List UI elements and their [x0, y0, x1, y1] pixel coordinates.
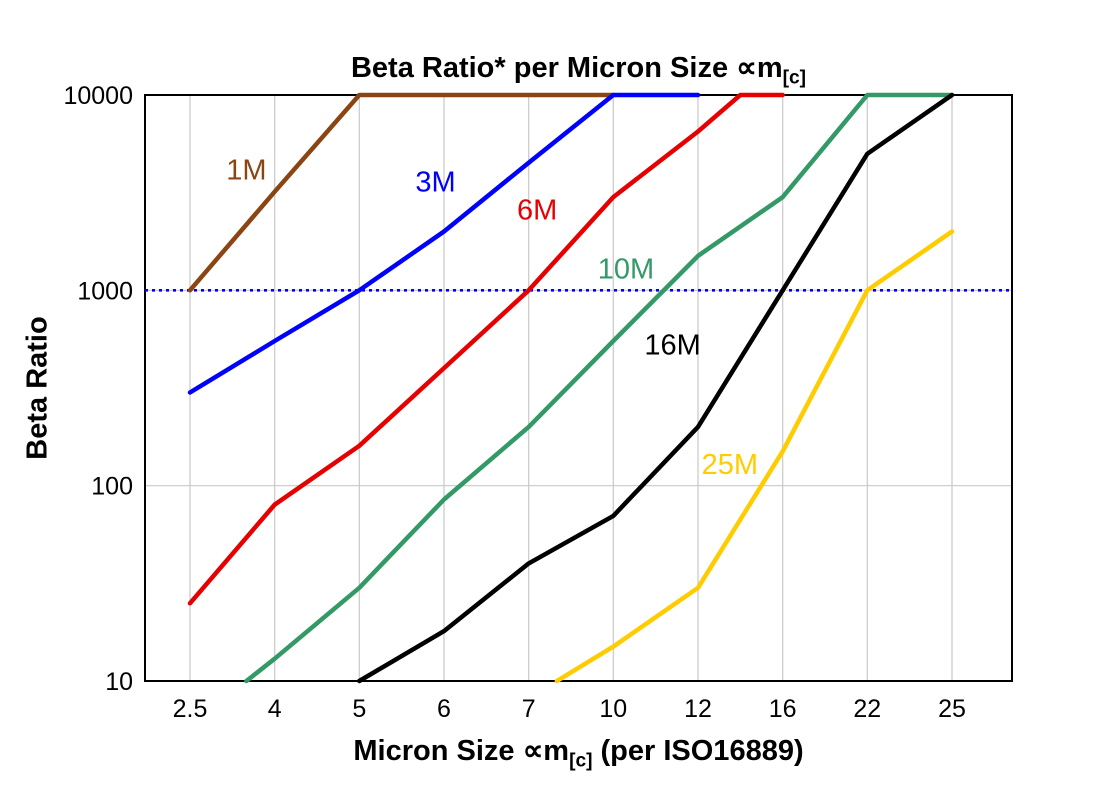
series-line-25M [554, 229, 955, 684]
x-tick-label: 5 [352, 695, 366, 723]
y-tick-label: 10 [105, 668, 133, 696]
series-label-25M: 25M [702, 449, 758, 481]
x-tick-label: 22 [853, 695, 881, 723]
series-label-10M: 10M [598, 254, 654, 286]
x-tick-label: 6 [437, 695, 451, 723]
series-label-16M: 16M [644, 329, 700, 361]
x-tick-label: 16 [769, 695, 797, 723]
x-tick-label: 4 [268, 695, 282, 723]
series-line-6M [187, 92, 785, 606]
x-tick-label: 10 [599, 695, 627, 723]
y-tick-label: 10000 [63, 82, 133, 110]
x-axis-title-suffix: (per ISO16889) [592, 735, 804, 767]
series-line-3M [187, 92, 701, 395]
x-tick-label: 2.5 [173, 695, 208, 723]
series-line-16M [357, 92, 955, 684]
x-axis-title-text: Micron Size ∝m [353, 735, 570, 767]
x-axis-title-subscript: [c] [569, 750, 593, 772]
x-tick-label: 25 [938, 695, 966, 723]
y-tick-label: 1000 [77, 277, 133, 305]
gridlines [145, 95, 1012, 681]
x-axis-title: Micron Size ∝m[c] (per ISO16889) [145, 733, 1012, 773]
series-line-10M [244, 92, 955, 684]
chart-title-text: Beta Ratio* per Micron Size ∝m [350, 52, 783, 84]
y-tick-label: 100 [91, 473, 133, 501]
chart-title: Beta Ratio* per Micron Size ∝m[c] [145, 50, 1012, 90]
series-label-1M: 1M [226, 154, 266, 186]
x-tick-label: 7 [522, 695, 536, 723]
x-tick-label: 12 [684, 695, 712, 723]
series-line-1M [187, 92, 616, 293]
series-label-6M: 6M [517, 195, 557, 227]
y-axis-title: Beta Ratio [21, 316, 54, 460]
series-label-3M: 3M [415, 167, 455, 199]
chart-title-subscript: [c] [782, 67, 807, 89]
